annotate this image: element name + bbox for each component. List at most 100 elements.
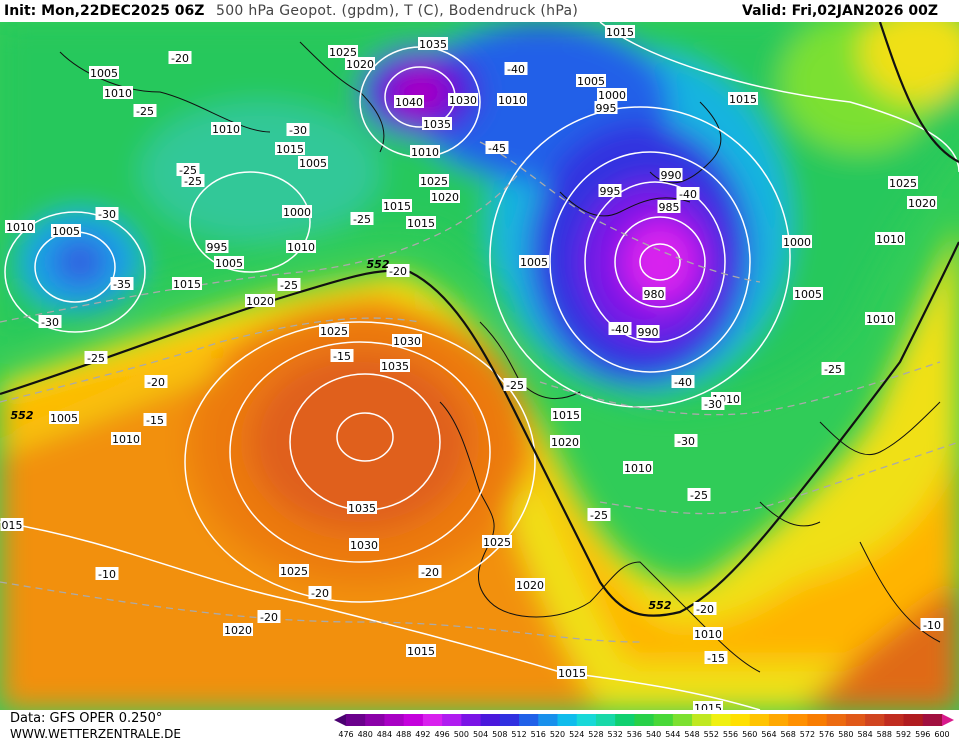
isobar-label: 1020 (345, 57, 375, 71)
isotherm-label-text: -40 (611, 323, 629, 336)
isotherm-label: -20 (144, 375, 168, 389)
isotherm-label: -20 (386, 264, 410, 278)
isotherm-label-text: -40 (674, 376, 692, 389)
isotherm-label: -20 (308, 586, 332, 600)
legend-swatch (903, 714, 924, 726)
isobar-label: 1030 (448, 93, 478, 107)
isobar-label: 1015 (693, 701, 723, 710)
isotherm-label-text: -15 (707, 652, 725, 665)
isobar-label: 1035 (418, 37, 448, 51)
isobar-label-text: 1015 (606, 26, 634, 39)
legend-swatch (653, 714, 674, 726)
legend-swatch (884, 714, 905, 726)
legend-tick-label: 524 (569, 730, 584, 739)
legend-swatch (692, 714, 712, 726)
isotherm-label-text: -20 (311, 587, 329, 600)
isobar-label-text: 1010 (876, 233, 904, 246)
isobar-label-text: 1010 (411, 146, 439, 159)
website-credit: WWW.WETTERZENTRALE.DE (10, 727, 181, 741)
line-552-label: 552 (649, 599, 672, 612)
isobar-label-text: 1000 (783, 236, 811, 249)
isotherm-label: -25 (181, 174, 205, 188)
footer-bar: Data: GFS OPER 0.250° WWW.WETTERZENTRALE… (0, 710, 959, 741)
legend-swatch (615, 714, 635, 726)
legend-swatch (346, 714, 366, 726)
map-canvas: 1005101010101015100510009951005101010151… (0, 22, 959, 710)
legend-swatch (845, 714, 866, 726)
legend-tick-label: 572 (800, 730, 815, 739)
isobar-label: 1010 (286, 240, 316, 254)
isotherm-label-text: -20 (171, 52, 189, 65)
line-552-label: 552 (11, 409, 34, 422)
isobar-label-text: 1010 (694, 628, 722, 641)
isobar-label-text: 990 (661, 169, 682, 182)
isotherm-label-text: -25 (179, 164, 197, 177)
legend-swatch (595, 714, 616, 726)
legend-swatch (922, 714, 943, 726)
legend-tick-label: 500 (454, 730, 469, 739)
isobar-label: 1010 (410, 145, 440, 159)
isobar-label-text: 1035 (348, 502, 376, 515)
isobar-label: 1015 (172, 277, 202, 291)
isobar-label: 1005 (89, 66, 119, 80)
legend-tick-label: 516 (531, 730, 546, 739)
isotherms (0, 141, 959, 643)
isobar-label-text: 1025 (280, 565, 308, 578)
isobar-label: 1010 (693, 627, 723, 641)
isotherm-label-text: -15 (146, 414, 164, 427)
legend-swatch (730, 714, 751, 726)
isotherm-label: -30 (95, 207, 119, 221)
isobar-label: 1000 (782, 235, 812, 249)
isotherm-label-text: -25 (690, 489, 708, 502)
isotherm-label: -30 (701, 397, 725, 411)
isobar-label: 1030 (349, 538, 379, 552)
isobar-label: 1020 (245, 294, 275, 308)
legend-tick-label: 476 (338, 730, 353, 739)
legend-swatch (480, 714, 501, 726)
isobar-label: 995 (594, 101, 618, 115)
isobar-label: 1010 (865, 312, 895, 326)
legend-tick-label: 492 (415, 730, 430, 739)
isobar-label-text: 1010 (112, 433, 140, 446)
legend-swatch (826, 714, 847, 726)
isotherm-label-text: -30 (677, 435, 695, 448)
isotherm-label-text: -25 (353, 213, 371, 226)
legend-swatch (499, 714, 520, 726)
isobar-label-text: 1015 (552, 409, 580, 422)
isobar-label: 015 (0, 518, 24, 532)
isobar-label: 1025 (888, 176, 918, 190)
isobar-label-text: 1000 (283, 206, 311, 219)
legend-tick-label: 540 (646, 730, 661, 739)
isobar-label: 1020 (550, 435, 580, 449)
isotherm-label: -25 (821, 362, 845, 376)
legend-tick-label: 504 (473, 730, 488, 739)
isobar-label: 1025 (482, 535, 512, 549)
isobar-label: 1015 (605, 25, 635, 39)
legend-swatch (403, 714, 424, 726)
legend-tick-label: 592 (896, 730, 911, 739)
color-legend: 476 480 484 488 492 496 500 504 508 512 516 520 524 5… (334, 714, 954, 739)
legend-tick-label: 596 (915, 730, 930, 739)
isobar-label-text: 1015 (407, 217, 435, 230)
isobars (0, 22, 959, 710)
isotherm-label: -25 (84, 351, 108, 365)
isotherm-label-text: -25 (280, 279, 298, 292)
legend-tick-label: 520 (550, 730, 565, 739)
line-552-label-text: 552 (367, 258, 390, 271)
temperature-labels: -20-25-30-25-25-30 -25-20-25-35-30-25-20-… (38, 51, 944, 665)
isobar-label: 1015 (406, 216, 436, 230)
isobar-label: 1015 (382, 199, 412, 213)
legend-swatch (942, 714, 954, 726)
isotherm-label-text: -10 (98, 568, 116, 581)
isotherm-label: -45 (485, 141, 509, 155)
isobar-label-text: 1010 (212, 123, 240, 136)
isotherm-label-text: -20 (389, 265, 407, 278)
isobar-label: 1020 (430, 190, 460, 204)
line-552-label-text: 552 (649, 599, 672, 612)
legend-swatch (672, 714, 693, 726)
legend-tick-label: 532 (608, 730, 623, 739)
isobar-label-text: 1025 (483, 536, 511, 549)
isobar-label-text: 985 (659, 201, 680, 214)
legend-swatch (422, 714, 443, 726)
legend-tick-label: 512 (511, 730, 526, 739)
